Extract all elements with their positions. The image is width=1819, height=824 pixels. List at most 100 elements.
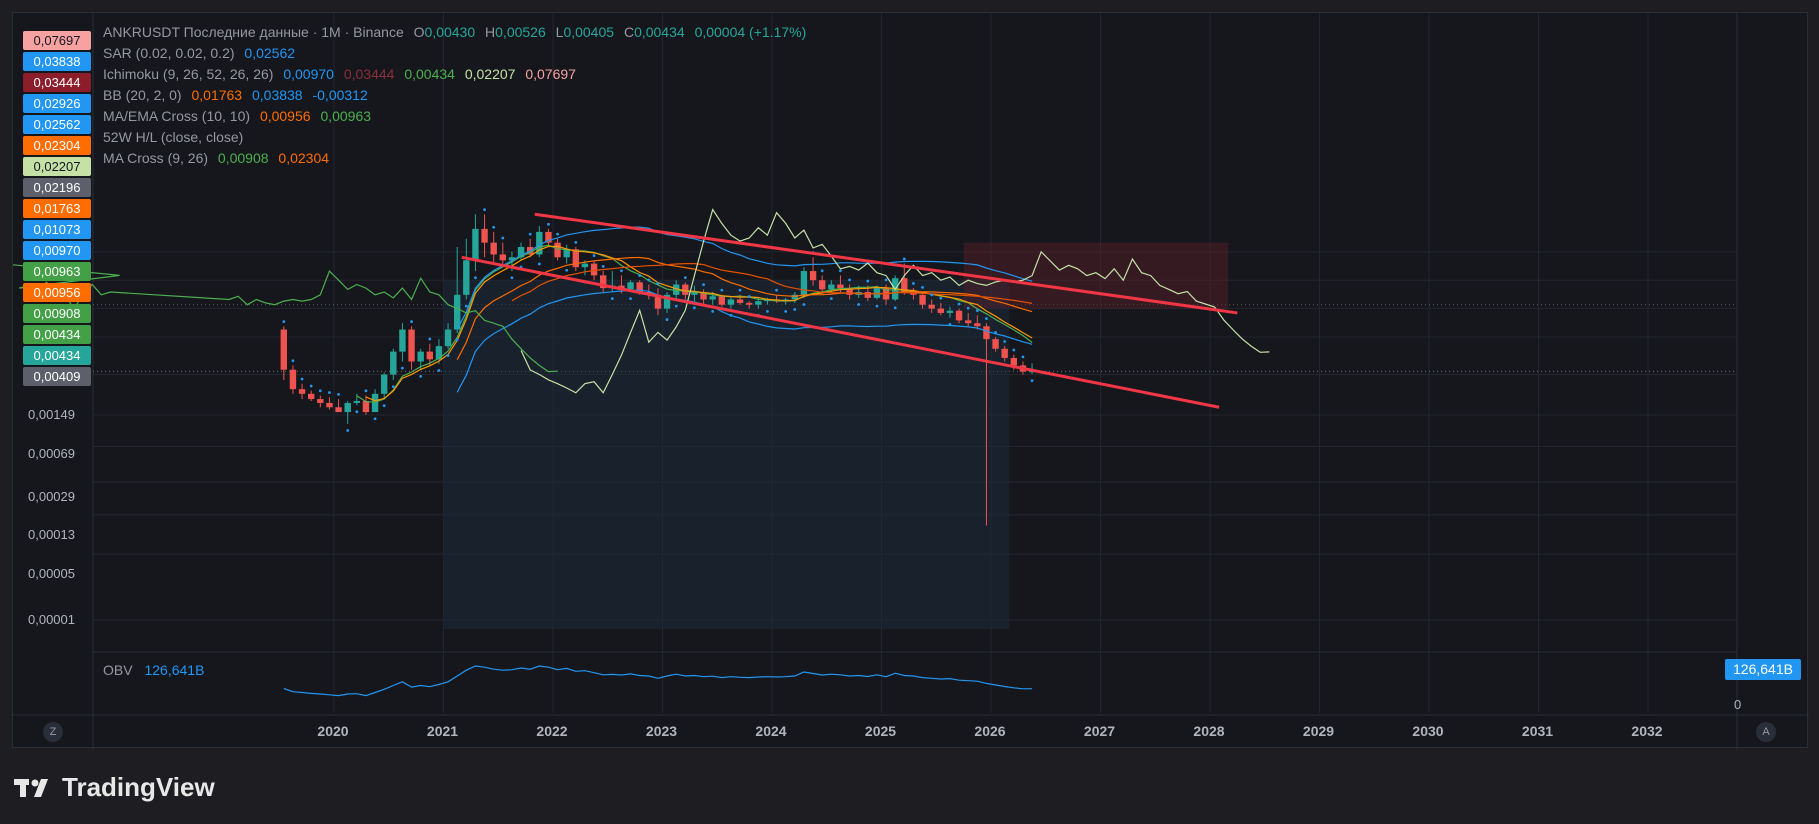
tradingview-logo[interactable]: TradingView	[14, 772, 215, 803]
price-tag: 0,00970	[23, 241, 91, 260]
sar-dot	[355, 410, 359, 414]
sar-value: 0,02562	[244, 45, 296, 61]
sar-dot	[510, 276, 514, 280]
sar-dot	[309, 384, 313, 388]
maema-legend[interactable]: MA/EMA Cross (10, 10) 0,00956 0,00963	[103, 106, 812, 127]
candle-body	[326, 402, 333, 408]
y-tick-label: 0,00149	[28, 407, 75, 422]
price-tag: 0,01073	[23, 220, 91, 239]
candle-body	[955, 310, 963, 321]
x-tick-label: 2022	[536, 723, 568, 739]
chart-frame[interactable]	[12, 12, 1809, 749]
sar-dot	[893, 306, 897, 310]
sar-dot	[948, 323, 952, 326]
macross-legend[interactable]: MA Cross (9, 26) 0,00908 0,02304	[103, 148, 812, 169]
candle-body	[937, 308, 945, 313]
candle-body	[846, 288, 853, 295]
sar-dot	[921, 285, 924, 289]
candle-body	[791, 294, 799, 300]
bb-legend[interactable]: BB (20, 2, 0) 0,01763 0,03838 -0,00312	[103, 85, 812, 106]
bb-upper: 0,03838	[251, 87, 303, 103]
candle-body	[837, 284, 844, 289]
candle-body	[353, 400, 361, 403]
ohlc-high: H0,00526	[485, 24, 546, 40]
sar-dot	[528, 232, 532, 236]
sar-dot	[401, 366, 404, 370]
candle-body	[928, 304, 935, 309]
candle-body	[307, 393, 315, 400]
candle-body	[390, 351, 397, 375]
brand-name: TradingView	[62, 772, 215, 802]
sar-dot	[337, 392, 340, 396]
candle-body	[745, 302, 753, 305]
macross-label: MA Cross (9, 26)	[103, 150, 209, 166]
sar-legend[interactable]: SAR (0.02, 0.02, 0.2) 0,02562	[103, 43, 812, 64]
candle-body	[709, 296, 716, 300]
sar-dot	[291, 359, 295, 363]
x-tick-label: 2031	[1521, 723, 1554, 739]
sar-dot	[300, 377, 304, 381]
sar-dot	[565, 268, 569, 272]
y-tick-label: 0,00069	[28, 446, 75, 461]
candle-body	[399, 329, 406, 352]
candle-body	[380, 374, 388, 394]
candle-body	[472, 228, 479, 261]
sar-dot	[802, 303, 806, 306]
sar-dot	[382, 404, 386, 408]
obv-line	[283, 665, 1033, 697]
maema-ema: 0,00963	[320, 108, 372, 124]
sar-dot	[957, 302, 961, 306]
price-change: 0,00004 (+1.17%)	[694, 24, 807, 40]
sar-dot	[793, 308, 797, 311]
sar-dot	[912, 282, 915, 285]
sar-dot	[492, 225, 496, 229]
sar-dot	[994, 330, 997, 334]
sar-dot	[547, 222, 550, 226]
sar-dot	[985, 317, 988, 320]
hl52-legend[interactable]: 52W H/L (close, close)	[103, 127, 812, 148]
candle-body	[554, 242, 561, 258]
sar-dot	[410, 320, 413, 324]
sar-dot	[683, 276, 687, 280]
candle-body	[1010, 357, 1018, 366]
y-tick-label: 0,00013	[28, 527, 75, 542]
candle-body	[800, 271, 808, 295]
ichimoku-span-b: 0,07697	[525, 66, 576, 82]
chart-canvas[interactable]	[13, 13, 1809, 749]
candle-body	[864, 291, 872, 298]
sar-dot	[775, 288, 778, 292]
sar-dot	[464, 304, 468, 308]
sar-dot	[857, 303, 861, 306]
candle-body	[572, 249, 580, 268]
zoom-reset-button[interactable]: Z	[43, 722, 63, 742]
x-tick-label: 2027	[1083, 723, 1116, 739]
obv-legend[interactable]: OBV 126,641B	[103, 662, 204, 678]
candle-body	[672, 284, 680, 295]
symbol-info: ANKRUSDT Последние данные · 1M · Binance	[103, 24, 404, 40]
candle-body	[289, 369, 297, 390]
candle-body	[809, 271, 817, 281]
price-tag: 0,03838	[23, 52, 91, 71]
ichimoku-lagging-line	[13, 264, 558, 373]
bb-upper-line	[456, 226, 1033, 330]
ichimoku-legend[interactable]: Ichimoku (9, 26, 52, 26, 26) 0,00970 0,0…	[103, 64, 812, 85]
sar-dot	[629, 297, 632, 301]
obv-price-tag: 126,641B	[1725, 659, 1801, 680]
candle-body	[417, 351, 424, 362]
sar-label: SAR (0.02, 0.02, 0.2)	[103, 45, 235, 61]
candle-body	[490, 242, 497, 255]
candle-body	[463, 260, 470, 295]
candle-body	[691, 291, 698, 295]
hl52-label: 52W H/L (close, close)	[103, 129, 244, 145]
candle-body	[581, 263, 589, 268]
candle-body	[992, 339, 999, 349]
auto-scale-button[interactable]: A	[1756, 722, 1776, 742]
candle-body	[974, 323, 981, 327]
candle-body	[335, 407, 342, 413]
sar-dot	[419, 374, 423, 378]
candle-body	[700, 291, 707, 300]
symbol-line: ANKRUSDT Последние данные · 1M · Binance…	[103, 22, 812, 43]
sar-dot	[975, 309, 979, 313]
sar-dot	[364, 389, 368, 393]
price-tag: 0,00409	[23, 367, 91, 386]
